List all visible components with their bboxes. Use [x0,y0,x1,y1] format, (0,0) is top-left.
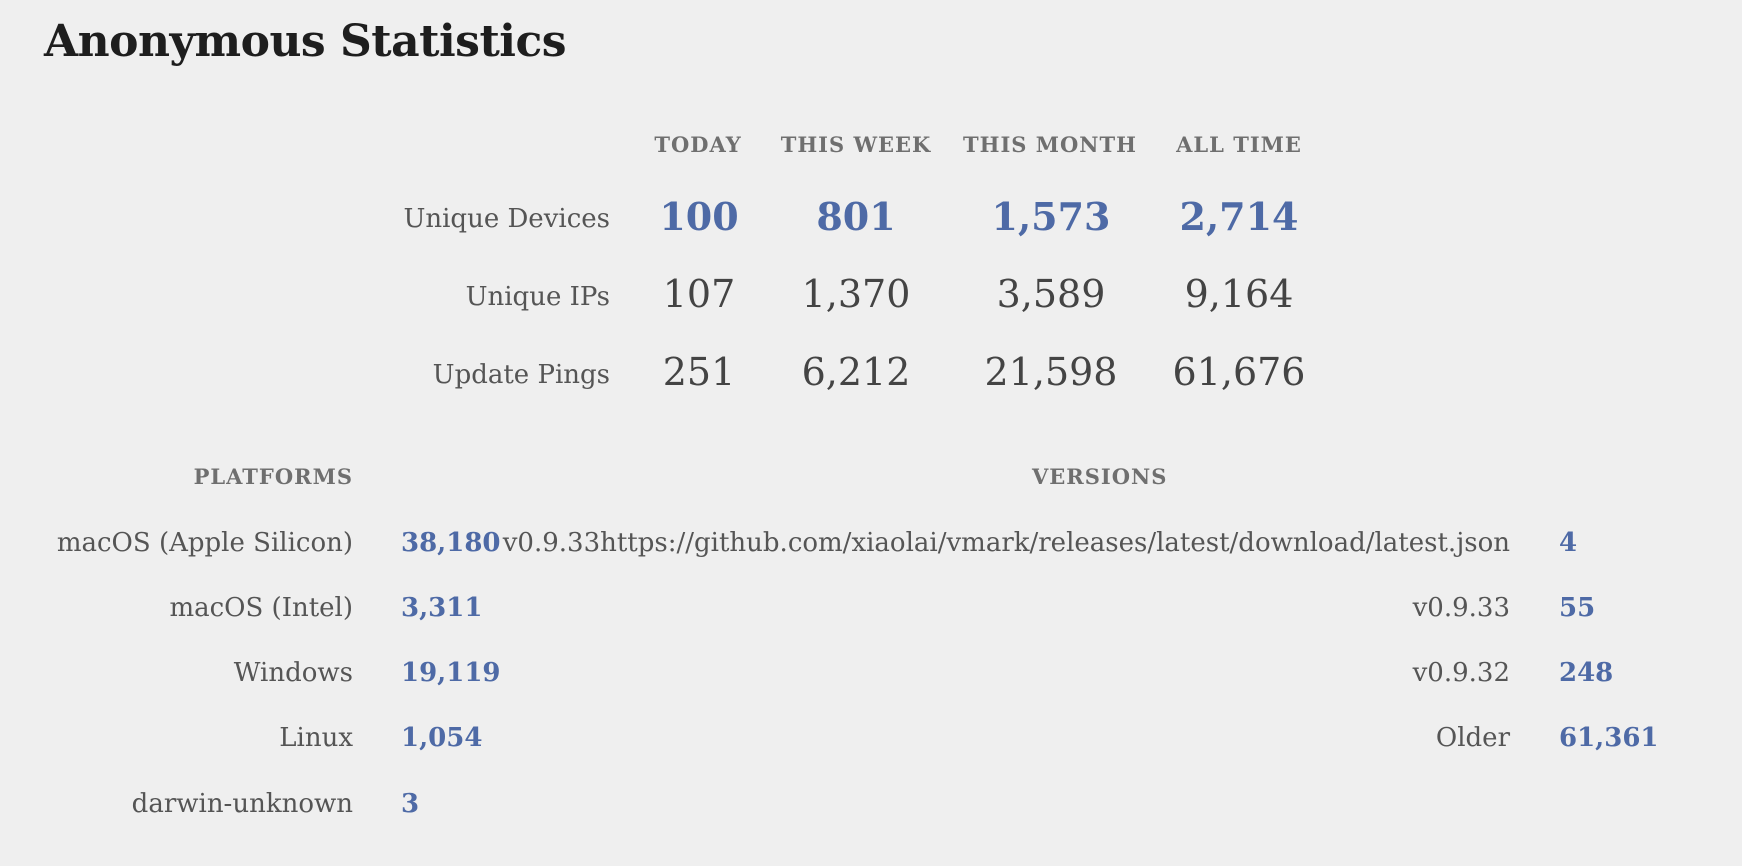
col-header-today: TODAY [654,132,742,157]
update-pings-all-time: 61,676 [1172,350,1306,394]
unique-ips-today: 107 [662,272,736,316]
unique-ips-month: 3,589 [996,272,1106,316]
version-count: 55 [1559,593,1596,623]
version-name: v0.9.32 [1412,658,1510,688]
update-pings-month: 21,598 [984,350,1118,394]
unique-ips-all-time: 9,164 [1184,272,1294,316]
col-header-this-week: THIS WEEK [780,132,932,157]
row-label-update-pings: Update Pings [432,360,610,390]
version-count: 248 [1559,658,1614,688]
platform-name: macOS (Intel) [169,593,353,623]
platform-count: 1,054 [401,723,483,753]
col-header-all-time: ALL TIME [1176,132,1302,157]
version-name: v0.9.33https://github.com/xiaolai/vmark/… [502,528,1510,558]
page-title: Anonymous Statistics [44,16,567,67]
platform-name: macOS (Apple Silicon) [56,528,353,558]
platform-count: 3,311 [401,593,483,623]
unique-devices-month: 1,573 [991,194,1111,239]
unique-devices-all-time: 2,714 [1179,194,1299,239]
row-label-unique-devices: Unique Devices [403,204,610,234]
platform-count: 19,119 [401,658,501,688]
unique-devices-today: 100 [659,194,739,239]
platform-name: darwin-unknown [131,789,353,819]
platforms-header: PLATFORMS [193,464,353,489]
version-name: v0.9.33 [1412,593,1510,623]
row-label-unique-ips: Unique IPs [465,282,610,312]
platform-name: Linux [279,723,353,753]
version-count: 61,361 [1559,723,1659,753]
unique-ips-week: 1,370 [801,272,911,316]
versions-header: VERSIONS [1032,464,1168,489]
version-count: 4 [1559,528,1578,558]
platform-name: Windows [233,658,353,688]
update-pings-today: 251 [662,350,736,394]
platform-count: 38,180 [401,528,501,558]
version-name: Older [1435,723,1510,753]
unique-devices-week: 801 [816,194,896,239]
update-pings-week: 6,212 [801,350,911,394]
platform-count: 3 [401,789,420,819]
col-header-this-month: THIS MONTH [963,132,1137,157]
